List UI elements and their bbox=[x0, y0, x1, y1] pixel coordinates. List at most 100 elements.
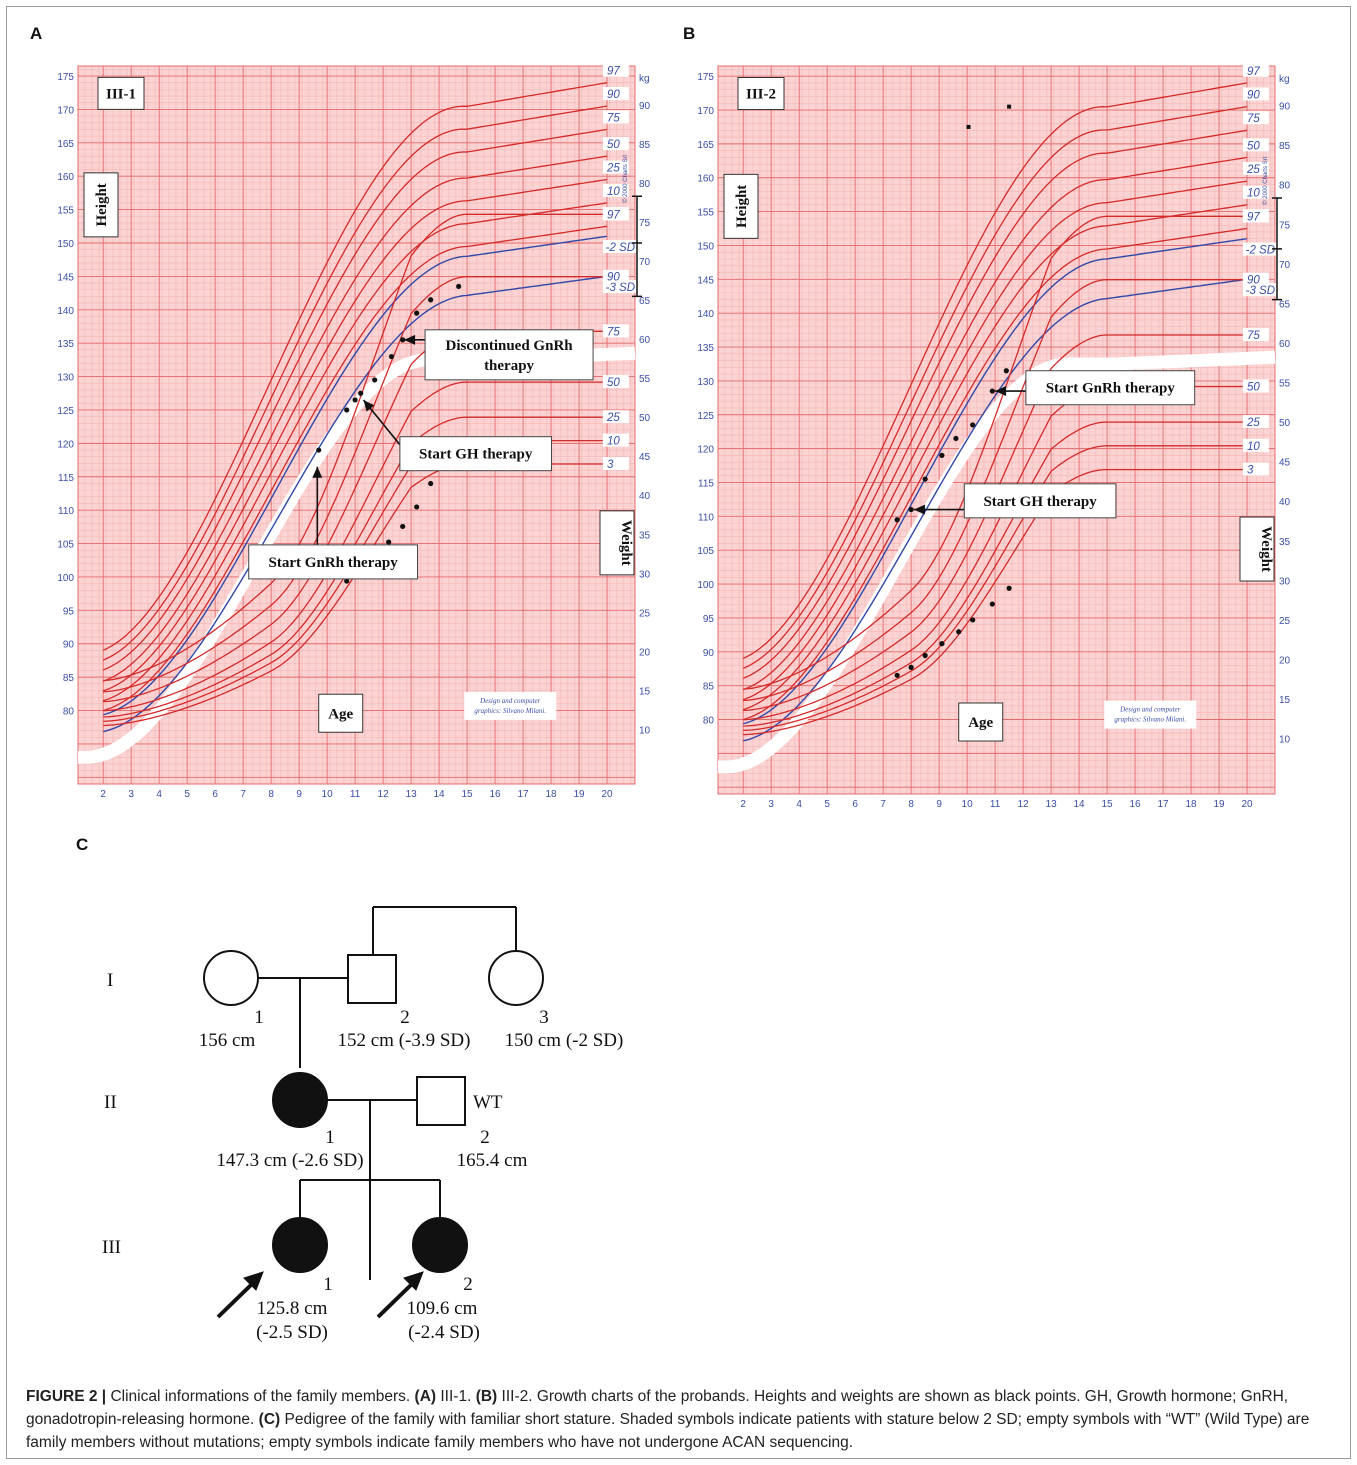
height-point-3 bbox=[922, 476, 928, 482]
height-tick-label: 115 bbox=[698, 478, 714, 489]
annotation-text-1: Discontinued GnRh bbox=[446, 338, 574, 354]
credit-bg bbox=[464, 691, 557, 720]
annotation-box-1 bbox=[424, 329, 594, 381]
annotation-box-2 bbox=[963, 483, 1117, 519]
height-percentile-label-bg bbox=[1242, 87, 1269, 101]
panel-label-a: A bbox=[30, 24, 43, 43]
annotation-box-2 bbox=[399, 436, 552, 472]
annotation-arrow-head-2 bbox=[363, 399, 375, 412]
height-tick-label: 85 bbox=[63, 673, 75, 684]
height-percentile-25-curve bbox=[742, 180, 1248, 701]
height-sd-label-bg bbox=[1242, 242, 1279, 256]
weight-point-5 bbox=[956, 629, 962, 635]
height-tick-label: 120 bbox=[57, 439, 74, 450]
x-tick-label: 20 bbox=[601, 789, 613, 800]
weight-percentile-label-bg bbox=[602, 269, 629, 283]
weight-tick-label: 60 bbox=[639, 335, 651, 346]
weight-unit-label: kg bbox=[639, 74, 650, 85]
height-tick-label: 85 bbox=[703, 682, 715, 693]
x-tick-label: 12 bbox=[378, 789, 390, 800]
weight-unit-label: kg bbox=[1279, 74, 1290, 85]
height-percentile-label-bg bbox=[602, 160, 629, 174]
height-point-4 bbox=[358, 390, 364, 396]
weight-percentile-3-label: 3 bbox=[1247, 465, 1254, 477]
height-sd-label-3: -3 SD bbox=[606, 282, 635, 294]
weight-percentile-97-curve bbox=[103, 213, 607, 682]
weight-tick-label: 90 bbox=[639, 101, 651, 112]
copyright-text: © 2000 Charts Srl bbox=[1262, 157, 1269, 205]
weight-tick-label: 55 bbox=[639, 374, 651, 385]
height-point-7 bbox=[989, 388, 995, 394]
height-point-2 bbox=[344, 407, 350, 413]
height-tick-label: 140 bbox=[697, 309, 714, 320]
height-tick-label: 90 bbox=[703, 648, 715, 659]
height-tick-label: 135 bbox=[697, 343, 714, 354]
weight-tick-label: 30 bbox=[1279, 576, 1291, 587]
height-percentile-10-label: 10 bbox=[1247, 188, 1260, 200]
x-tick-label: 15 bbox=[461, 789, 473, 800]
x-tick-label: 9 bbox=[936, 799, 942, 810]
weight-tick-label: 70 bbox=[639, 257, 651, 268]
weight-tick-label: 55 bbox=[1279, 379, 1291, 390]
height-tick-label: 105 bbox=[57, 540, 74, 551]
member-ii1-number: 1 bbox=[325, 1127, 335, 1148]
caption-prefix: FIGURE 2 | bbox=[26, 1388, 107, 1405]
member-iii1-number: 1 bbox=[323, 1274, 333, 1295]
height-percentile-label-bg bbox=[1242, 161, 1269, 175]
height-sd-label-bg bbox=[602, 280, 639, 294]
height-point-6 bbox=[970, 422, 976, 428]
annotation-box-1 bbox=[1025, 370, 1196, 406]
height-point-1 bbox=[316, 447, 322, 453]
height-axis-label-box bbox=[83, 172, 119, 238]
height-tick-label: 155 bbox=[57, 206, 74, 217]
height-percentile-10-label: 10 bbox=[607, 186, 620, 198]
height-sd-label-2: -2 SD bbox=[1246, 245, 1275, 257]
height-sd-label-3: -3 SD bbox=[1246, 285, 1275, 297]
weight-percentile-97-label: 97 bbox=[1247, 211, 1260, 223]
height-tick-label: 110 bbox=[698, 512, 714, 523]
x-tick-label: 11 bbox=[350, 789, 361, 800]
weight-tick-label: 25 bbox=[639, 608, 651, 619]
generation-label-i: I bbox=[107, 970, 113, 991]
weight-tick-label: 20 bbox=[639, 647, 651, 658]
height-percentile-label-bg bbox=[602, 110, 629, 124]
stray-mark-1 bbox=[966, 124, 971, 129]
x-tick-label: 3 bbox=[128, 789, 134, 800]
height-tick-label: 125 bbox=[697, 411, 714, 422]
stray-mark-2 bbox=[1007, 104, 1012, 109]
height-tick-label: 145 bbox=[697, 275, 714, 286]
weight-percentile-3-label: 3 bbox=[607, 459, 614, 471]
annotation-arrow-head-1 bbox=[404, 334, 416, 345]
caption-ref-b: (B) bbox=[475, 1388, 498, 1405]
height-percentile-75-curve bbox=[102, 128, 608, 671]
weight-percentile-90-curve bbox=[103, 276, 607, 693]
height-tick-label: 160 bbox=[697, 174, 714, 185]
weight-tick-label: 85 bbox=[1279, 141, 1291, 152]
x-tick-label: 5 bbox=[184, 789, 190, 800]
annotation-text-3: Start GnRh therapy bbox=[269, 555, 399, 571]
weight-tick-label: 75 bbox=[639, 218, 651, 229]
height-point-9 bbox=[428, 297, 434, 303]
weight-tick-label: 75 bbox=[1279, 220, 1291, 231]
chart-title: III-1 bbox=[106, 86, 136, 102]
member-iii1-height: 125.8 cm bbox=[257, 1298, 328, 1319]
member-i2-symbol bbox=[347, 954, 397, 1004]
height-tick-label: 165 bbox=[57, 139, 74, 150]
member-i1-symbol bbox=[203, 950, 259, 1006]
weight-percentile-label-bg bbox=[602, 410, 629, 424]
height-point-6 bbox=[388, 353, 395, 360]
height-percentile-label-bg bbox=[602, 137, 629, 151]
weight-tick-label: 15 bbox=[639, 686, 651, 697]
weight-percentile-50-curve bbox=[103, 381, 607, 712]
credit-line-2: graphics: Silvano Milani. bbox=[474, 707, 546, 715]
x-tick-label: 6 bbox=[852, 799, 858, 810]
member-i1-number: 1 bbox=[254, 1007, 264, 1028]
chart-border bbox=[77, 65, 636, 785]
annotation-arrow-head-1 bbox=[995, 386, 1007, 397]
height-sd-line-2 bbox=[103, 235, 608, 716]
weight-point-7 bbox=[428, 480, 434, 487]
figure-frame bbox=[6, 6, 1351, 1459]
height-tick-label: 95 bbox=[703, 614, 715, 625]
height-sd-label-bg bbox=[1242, 283, 1279, 297]
age-axis-label-box bbox=[318, 693, 364, 733]
